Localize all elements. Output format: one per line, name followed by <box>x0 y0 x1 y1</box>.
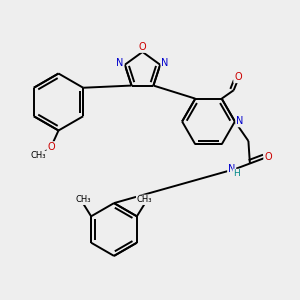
Text: O: O <box>234 72 242 82</box>
Text: N: N <box>228 164 235 174</box>
Text: O: O <box>139 42 146 52</box>
Text: N: N <box>236 116 243 127</box>
Text: O: O <box>47 142 55 152</box>
Text: CH₃: CH₃ <box>76 195 92 204</box>
Text: O: O <box>264 152 272 162</box>
Text: N: N <box>161 58 169 68</box>
Text: CH₃: CH₃ <box>31 152 46 160</box>
Text: N: N <box>116 58 124 68</box>
Text: H: H <box>233 169 240 178</box>
Text: CH₃: CH₃ <box>136 195 152 204</box>
